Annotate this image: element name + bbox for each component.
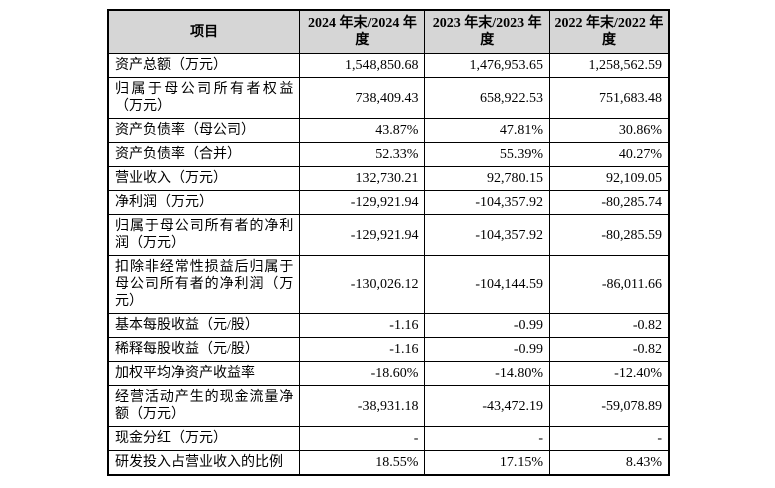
value-cell: 751,683.48 bbox=[548, 77, 670, 119]
row-label: 稀释每股收益（元/股） bbox=[107, 337, 301, 362]
value-cell: - bbox=[299, 426, 426, 451]
table-row: 资产总额（万元） 1,548,850.68 1,476,953.65 1,258… bbox=[107, 53, 670, 78]
value-cell: - bbox=[424, 426, 550, 451]
value-cell: 17.15% bbox=[424, 450, 550, 476]
financial-summary-table: 项目 2024 年末/2024 年度 2023 年末/2023 年度 2022 … bbox=[107, 9, 670, 476]
value-cell: 30.86% bbox=[548, 118, 670, 143]
value-cell: -104,357.92 bbox=[424, 190, 550, 215]
value-cell: -0.82 bbox=[548, 337, 670, 362]
header-cell-2024: 2024 年末/2024 年度 bbox=[299, 9, 426, 54]
row-label: 归属于母公司所有者的净利润（万元） bbox=[107, 214, 301, 256]
value-cell: 8.43% bbox=[548, 450, 670, 476]
value-cell: 92,109.05 bbox=[548, 166, 670, 191]
value-cell: 92,780.15 bbox=[424, 166, 550, 191]
table-row: 营业收入（万元） 132,730.21 92,780.15 92,109.05 bbox=[107, 166, 670, 191]
value-cell: 738,409.43 bbox=[299, 77, 426, 119]
value-cell: -104,357.92 bbox=[424, 214, 550, 256]
row-label: 营业收入（万元） bbox=[107, 166, 301, 191]
value-cell: -38,931.18 bbox=[299, 385, 426, 427]
row-label: 净利润（万元） bbox=[107, 190, 301, 215]
value-cell: -104,144.59 bbox=[424, 255, 550, 314]
row-label: 资产总额（万元） bbox=[107, 53, 301, 78]
table-row: 归属于母公司所有者权益（万元） 738,409.43 658,922.53 75… bbox=[107, 77, 670, 119]
value-cell: -86,011.66 bbox=[548, 255, 670, 314]
value-cell: -14.80% bbox=[424, 361, 550, 386]
header-cell-2023: 2023 年末/2023 年度 bbox=[424, 9, 550, 54]
value-cell: -18.60% bbox=[299, 361, 426, 386]
table-row: 净利润（万元） -129,921.94 -104,357.92 -80,285.… bbox=[107, 190, 670, 215]
header-cell-item: 项目 bbox=[107, 9, 301, 54]
table-row: 资产负债率（合并） 52.33% 55.39% 40.27% bbox=[107, 142, 670, 167]
value-cell: 1,258,562.59 bbox=[548, 53, 670, 78]
value-cell: -80,285.59 bbox=[548, 214, 670, 256]
value-cell: 658,922.53 bbox=[424, 77, 550, 119]
table-row: 研发投入占营业收入的比例 18.55% 17.15% 8.43% bbox=[107, 450, 670, 476]
value-cell: -129,921.94 bbox=[299, 214, 426, 256]
value-cell: 55.39% bbox=[424, 142, 550, 167]
table-row: 基本每股收益（元/股） -1.16 -0.99 -0.82 bbox=[107, 313, 670, 338]
row-label: 现金分红（万元） bbox=[107, 426, 301, 451]
row-label: 归属于母公司所有者权益（万元） bbox=[107, 77, 301, 119]
value-cell: 1,548,850.68 bbox=[299, 53, 426, 78]
header-row: 项目 2024 年末/2024 年度 2023 年末/2023 年度 2022 … bbox=[107, 9, 670, 54]
value-cell: 52.33% bbox=[299, 142, 426, 167]
table-row: 扣除非经常性损益后归属于母公司所有者的净利润（万元） -130,026.12 -… bbox=[107, 255, 670, 314]
value-cell: -130,026.12 bbox=[299, 255, 426, 314]
row-label: 基本每股收益（元/股） bbox=[107, 313, 301, 338]
value-cell: -59,078.89 bbox=[548, 385, 670, 427]
value-cell: -43,472.19 bbox=[424, 385, 550, 427]
table-row: 现金分红（万元） - - - bbox=[107, 426, 670, 451]
value-cell: 132,730.21 bbox=[299, 166, 426, 191]
financial-summary-table-container: 项目 2024 年末/2024 年度 2023 年末/2023 年度 2022 … bbox=[107, 9, 670, 476]
value-cell: 40.27% bbox=[548, 142, 670, 167]
value-cell: -0.99 bbox=[424, 337, 550, 362]
row-label: 研发投入占营业收入的比例 bbox=[107, 450, 301, 476]
row-label: 经营活动产生的现金流量净额（万元） bbox=[107, 385, 301, 427]
row-label: 加权平均净资产收益率 bbox=[107, 361, 301, 386]
value-cell: -0.99 bbox=[424, 313, 550, 338]
value-cell: -12.40% bbox=[548, 361, 670, 386]
table-row: 经营活动产生的现金流量净额（万元） -38,931.18 -43,472.19 … bbox=[107, 385, 670, 427]
value-cell: 47.81% bbox=[424, 118, 550, 143]
value-cell: -129,921.94 bbox=[299, 190, 426, 215]
value-cell: 18.55% bbox=[299, 450, 426, 476]
row-label: 资产负债率（合并） bbox=[107, 142, 301, 167]
table-row: 资产负债率（母公司） 43.87% 47.81% 30.86% bbox=[107, 118, 670, 143]
value-cell: -0.82 bbox=[548, 313, 670, 338]
value-cell: -80,285.74 bbox=[548, 190, 670, 215]
table-row: 归属于母公司所有者的净利润（万元） -129,921.94 -104,357.9… bbox=[107, 214, 670, 256]
value-cell: 43.87% bbox=[299, 118, 426, 143]
row-label: 资产负债率（母公司） bbox=[107, 118, 301, 143]
header-cell-2022: 2022 年末/2022 年度 bbox=[548, 9, 670, 54]
value-cell: - bbox=[548, 426, 670, 451]
value-cell: -1.16 bbox=[299, 313, 426, 338]
table-row: 加权平均净资产收益率 -18.60% -14.80% -12.40% bbox=[107, 361, 670, 386]
table-row: 稀释每股收益（元/股） -1.16 -0.99 -0.82 bbox=[107, 337, 670, 362]
value-cell: 1,476,953.65 bbox=[424, 53, 550, 78]
row-label: 扣除非经常性损益后归属于母公司所有者的净利润（万元） bbox=[107, 255, 301, 314]
value-cell: -1.16 bbox=[299, 337, 426, 362]
